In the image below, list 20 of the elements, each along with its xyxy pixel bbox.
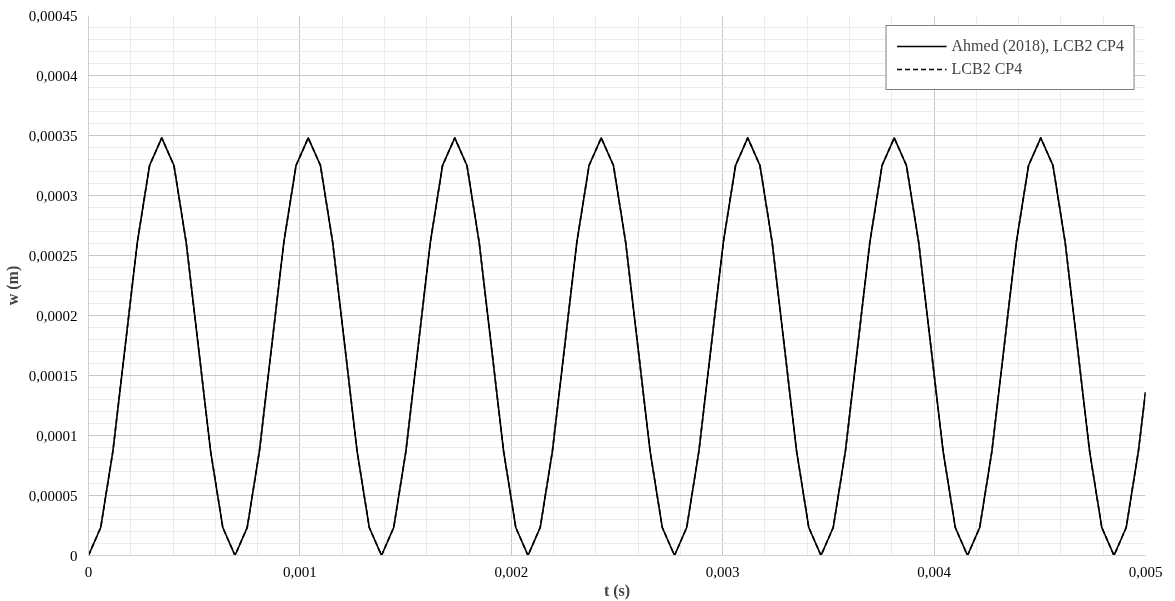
x-tick-label: 0,005 xyxy=(1128,563,1163,580)
x-tick-label: 0 xyxy=(84,563,93,580)
y-tick-label: 0,0002 xyxy=(36,307,78,324)
y-tick-label: 0 xyxy=(70,547,78,564)
x-tick-label: 0,002 xyxy=(494,563,529,580)
y-tick-label: 0,00045 xyxy=(28,7,78,24)
y-tick-label: 0,00025 xyxy=(28,247,78,264)
y-tick-label: 0,0003 xyxy=(36,187,78,204)
legend-label: Ahmed (2018), LCB2 CP4 xyxy=(951,37,1124,55)
y-tick-label: 0,00005 xyxy=(28,487,78,504)
x-axis-title: t (s) xyxy=(603,581,631,600)
y-tick-label: 0,0004 xyxy=(36,67,78,84)
legend-label: LCB2 CP4 xyxy=(951,60,1023,78)
y-axis-title: w (m) xyxy=(3,265,22,306)
x-tick-label: 0,003 xyxy=(705,563,740,580)
y-tick-label: 0,0001 xyxy=(36,427,78,444)
x-tick-label: 0,001 xyxy=(283,563,317,580)
y-tick-label: 0,00035 xyxy=(28,127,78,144)
y-tick-label: 0,00015 xyxy=(28,367,78,384)
x-tick-label: 0,004 xyxy=(917,563,952,580)
